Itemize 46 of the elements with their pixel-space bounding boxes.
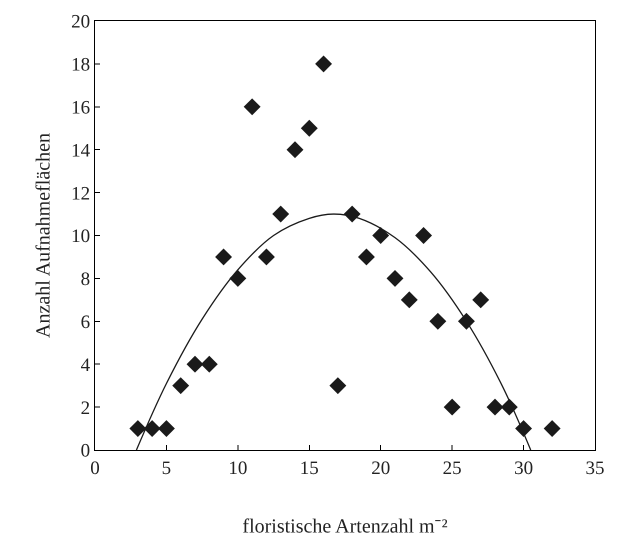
point	[158, 420, 175, 437]
point	[172, 377, 190, 394]
y-tick-label: 14	[71, 140, 91, 162]
point	[358, 248, 375, 266]
point	[544, 420, 561, 437]
x-tick-label: 30	[514, 458, 534, 479]
point	[444, 398, 461, 416]
point	[458, 312, 475, 330]
point	[272, 206, 290, 222]
x-axis-title: floristische Artenzahl m⁻²	[242, 515, 448, 538]
y-tick-label: 8	[80, 269, 90, 290]
point	[129, 420, 146, 437]
point	[400, 291, 418, 308]
y-tick-label: 4	[80, 354, 91, 376]
point	[244, 98, 261, 116]
y-tick-label: 10	[71, 226, 90, 248]
point	[429, 312, 446, 330]
y-tick-label: 2	[80, 398, 90, 419]
y-tick-label: 0	[80, 440, 90, 462]
point	[315, 55, 332, 72]
x-tick-label: 25	[442, 458, 462, 479]
point	[486, 398, 504, 416]
point	[258, 248, 275, 266]
point	[372, 227, 390, 244]
point	[186, 356, 204, 373]
point	[144, 420, 161, 437]
point	[415, 227, 432, 244]
x-tick-label: 20	[371, 458, 390, 479]
y-axis-title: Anzahl Aufnahmeflächen	[32, 133, 55, 338]
x-tick-label: 5	[162, 458, 172, 479]
point	[472, 291, 490, 308]
y-tick-label: 16	[71, 97, 90, 118]
point	[200, 356, 218, 373]
y-tick-label: 12	[71, 183, 90, 204]
x-tick-label: 35	[586, 458, 604, 479]
point	[386, 270, 404, 287]
point	[344, 206, 361, 222]
y-tick-label: 6	[80, 312, 90, 333]
point	[286, 141, 304, 158]
point	[215, 248, 232, 266]
point	[329, 377, 346, 394]
point	[300, 120, 318, 137]
y-tick-label: 20	[71, 12, 90, 33]
x-tick-label: 10	[228, 458, 248, 479]
x-tick-label: 15	[300, 458, 319, 479]
y-tick-label: 18	[71, 54, 90, 76]
